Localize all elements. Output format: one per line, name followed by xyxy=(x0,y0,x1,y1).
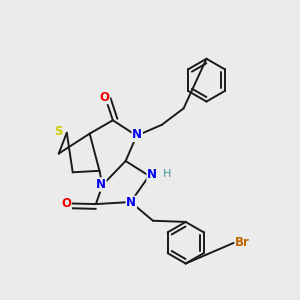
Text: O: O xyxy=(61,197,71,210)
Text: N: N xyxy=(132,128,142,141)
Text: N: N xyxy=(147,169,157,182)
Text: Br: Br xyxy=(235,236,250,249)
Text: S: S xyxy=(54,125,63,138)
Text: H: H xyxy=(163,169,172,179)
Text: N: N xyxy=(96,178,106,191)
Text: N: N xyxy=(126,196,136,209)
Text: O: O xyxy=(100,91,110,103)
